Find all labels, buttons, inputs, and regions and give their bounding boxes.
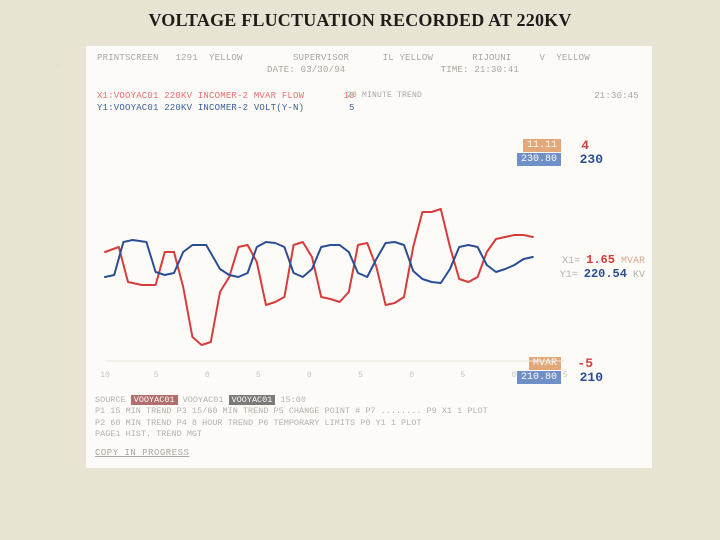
copy-in-progress: COPY IN PROGRESS [95,447,643,459]
footer-src-hl1: VOOYAC01 [131,395,178,405]
svg-text:5: 5 [563,371,568,380]
footer-p-row-1: P1 15 MIN TREND P3 15/60 MIN TREND P5 CH… [95,406,643,417]
svg-text:5: 5 [358,371,363,380]
scada-panel: PRINTSCREEN 1291 YELLOW SUPERVISOR IL YE… [86,46,652,468]
footer-block: SOURCE VOOYAC01 VOOYAC01 VOOYAC01 15:00 … [95,395,643,459]
footer-src-mid: VOOYAC01 [178,395,229,405]
svg-text:0: 0 [205,371,210,380]
footer-p-row-3: PAGE1 HIST. TREND MGT [95,429,643,440]
footer-src-pre: SOURCE [95,395,131,405]
footer-p-row-2: P2 60 MIN TREND P4 8 HOUR TREND P6 TEMPO… [95,418,643,429]
svg-text:10: 10 [100,371,110,380]
page-title: VOLTAGE FLUCTUATION RECORDED AT 220KV [0,0,720,31]
svg-text:5: 5 [256,371,261,380]
footer-source-row: SOURCE VOOYAC01 VOOYAC01 VOOYAC01 15:00 [95,395,643,406]
svg-text:5: 5 [154,371,159,380]
svg-text:0: 0 [511,371,516,380]
svg-text:0: 0 [409,371,414,380]
footer-src-post: 15:00 [275,395,306,405]
svg-text:0: 0 [307,371,312,380]
svg-text:5: 5 [460,371,465,380]
footer-src-hl2: VOOYAC01 [229,395,276,405]
